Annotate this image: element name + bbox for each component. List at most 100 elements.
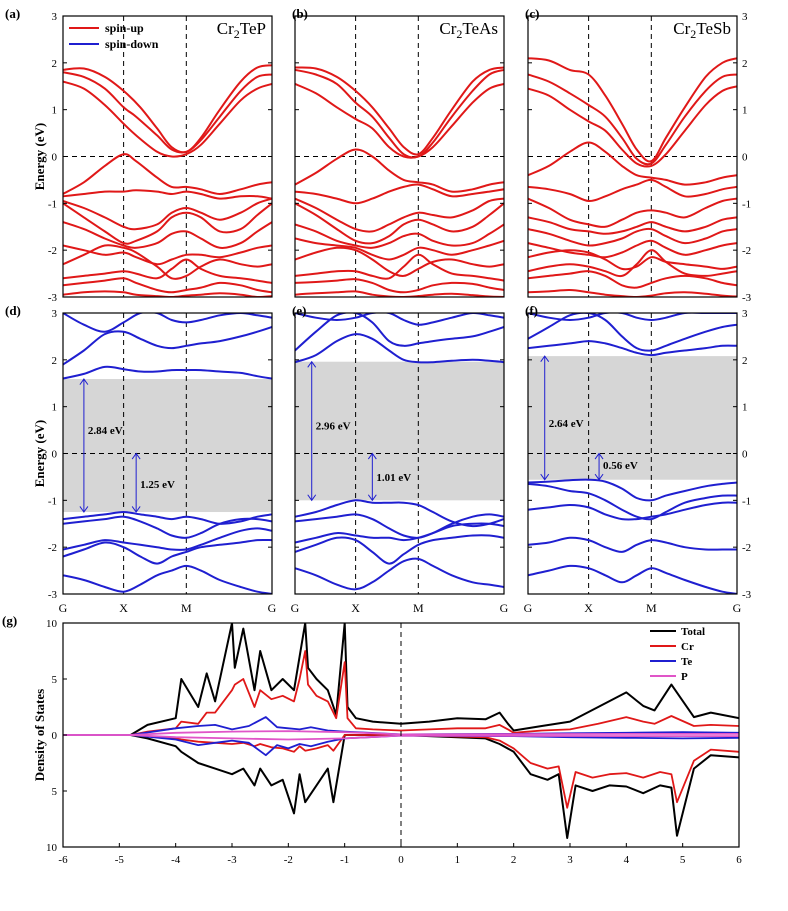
band-line bbox=[528, 313, 737, 352]
band-line bbox=[63, 153, 272, 196]
y-tick-label: -2 bbox=[48, 245, 57, 257]
band-line bbox=[295, 534, 504, 565]
gap-arrow-head bbox=[79, 506, 89, 513]
band-group bbox=[63, 64, 272, 297]
dos-line-p-down bbox=[63, 734, 739, 741]
legend-label-total: Total bbox=[681, 626, 705, 638]
y-tick-label: -3 bbox=[48, 589, 58, 601]
band-line bbox=[295, 313, 504, 326]
x-tick-label: 0 bbox=[398, 854, 404, 866]
band-line bbox=[528, 564, 737, 594]
band-line bbox=[528, 482, 737, 521]
band-line bbox=[295, 278, 504, 294]
y-tick-label: 2 bbox=[52, 58, 58, 70]
y-tick-label: -2 bbox=[742, 245, 751, 257]
gap-arrow-head bbox=[367, 494, 377, 502]
band-line bbox=[63, 313, 272, 333]
band-line bbox=[63, 510, 272, 525]
x-tick-label: -1 bbox=[340, 854, 349, 866]
band-line bbox=[295, 82, 504, 159]
y-axis-label: Energy (eV) bbox=[32, 123, 47, 191]
panel-title: Cr2TeAs bbox=[439, 19, 498, 41]
band-line bbox=[295, 223, 504, 249]
kpoint-label: X bbox=[351, 601, 360, 615]
y-tick-label: 3 bbox=[52, 308, 58, 320]
band-line bbox=[63, 71, 272, 154]
y-tick-label: 2 bbox=[742, 58, 748, 70]
y-tick-label: 1 bbox=[742, 105, 748, 117]
gap-arrow-head bbox=[131, 506, 141, 513]
gap-arrow-head bbox=[79, 378, 89, 385]
kpoint-label: G bbox=[733, 601, 742, 615]
gap-value-label: 2.64 eV bbox=[549, 418, 584, 430]
dos-line-cr-down bbox=[63, 734, 739, 809]
band-line bbox=[295, 513, 504, 539]
band-line bbox=[528, 313, 737, 322]
panel-label: (g) bbox=[2, 613, 17, 628]
band-group bbox=[295, 313, 504, 591]
gap-arrow-head bbox=[307, 360, 317, 368]
band-line bbox=[63, 365, 272, 380]
legend-label-cr: Cr bbox=[681, 641, 694, 653]
y-tick-label: -1 bbox=[742, 495, 751, 507]
panel-title: Cr2TeP bbox=[217, 19, 266, 41]
kpoint-label: G bbox=[268, 601, 277, 615]
band-line bbox=[63, 258, 272, 284]
y-tick-label: 10 bbox=[46, 618, 58, 630]
dos-line-p-up bbox=[63, 730, 739, 736]
y-tick-label: 3 bbox=[52, 11, 58, 23]
band-line bbox=[295, 557, 504, 591]
kpoint-label: M bbox=[646, 601, 657, 615]
y-tick-label: 1 bbox=[742, 402, 748, 414]
y-tick-label: 2 bbox=[52, 355, 58, 367]
panel-label: (c) bbox=[525, 6, 539, 21]
band-line bbox=[528, 249, 737, 271]
band-line bbox=[295, 290, 504, 297]
x-tick-label: 5 bbox=[680, 854, 686, 866]
gap-arrow-head bbox=[307, 494, 317, 502]
band-line bbox=[295, 253, 504, 282]
band-line bbox=[63, 221, 272, 249]
band-line bbox=[63, 515, 272, 539]
band-line bbox=[295, 333, 504, 364]
x-tick-label: 2 bbox=[511, 854, 517, 866]
y-tick-label: 0 bbox=[742, 152, 748, 164]
y-tick-label: 1 bbox=[52, 105, 58, 117]
band-line bbox=[63, 244, 272, 266]
x-tick-label: 1 bbox=[455, 854, 461, 866]
kpoint-label: M bbox=[181, 601, 192, 615]
band-line bbox=[528, 239, 737, 259]
panel-label: (e) bbox=[292, 303, 306, 318]
band-line bbox=[295, 148, 504, 193]
band-line bbox=[528, 288, 737, 297]
y-tick-label: 3 bbox=[742, 308, 748, 320]
y-tick-label: 0 bbox=[52, 449, 58, 461]
y-tick-label: 2 bbox=[742, 355, 748, 367]
band-line bbox=[63, 290, 272, 297]
kpoint-label: G bbox=[524, 601, 533, 615]
x-tick-label: -4 bbox=[171, 854, 181, 866]
kpoint-label: G bbox=[291, 601, 300, 615]
y-tick-label: 10 bbox=[46, 842, 58, 854]
band-line bbox=[295, 197, 504, 233]
x-tick-label: 4 bbox=[624, 854, 630, 866]
band-line bbox=[528, 57, 737, 163]
band-line bbox=[295, 246, 504, 277]
gap-arrow-head bbox=[540, 473, 550, 481]
band-line bbox=[63, 64, 272, 154]
panel-label: (b) bbox=[292, 6, 308, 21]
y-tick-label: -3 bbox=[742, 292, 752, 304]
y-tick-label: -1 bbox=[48, 495, 57, 507]
band-gap-shading bbox=[63, 379, 272, 513]
legend-spin-down-label: spin-down bbox=[105, 37, 159, 51]
x-tick-label: 3 bbox=[567, 854, 573, 866]
x-tick-label: -3 bbox=[227, 854, 237, 866]
band-line bbox=[295, 522, 504, 544]
y-tick-label: 0 bbox=[52, 152, 58, 164]
band-line bbox=[63, 277, 272, 294]
band-group bbox=[295, 66, 504, 297]
band-group bbox=[528, 313, 737, 594]
band-line bbox=[528, 227, 737, 247]
band-gap-shading bbox=[295, 361, 504, 501]
y-axis-label: Energy (eV) bbox=[32, 420, 47, 488]
